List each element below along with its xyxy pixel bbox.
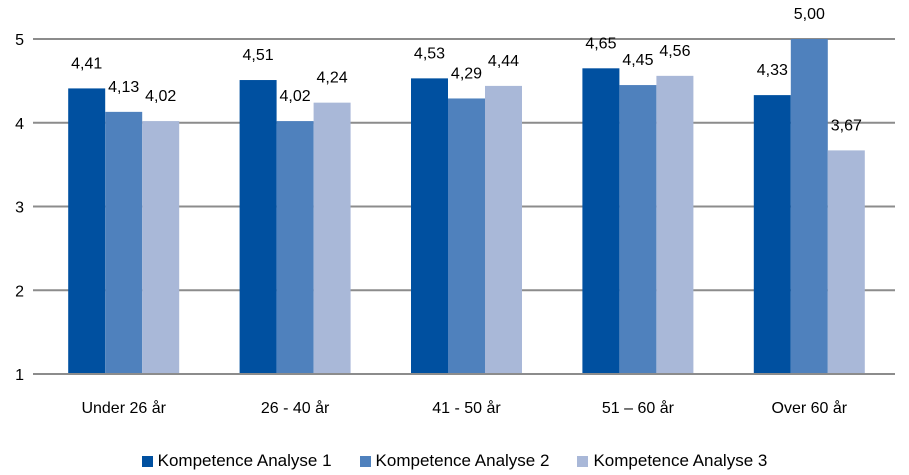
x-category-label: Over 60 år — [772, 399, 848, 417]
bar — [411, 78, 448, 375]
bar — [313, 102, 351, 375]
data-label: 5,00 — [794, 6, 825, 23]
data-label: 4,65 — [585, 35, 616, 52]
x-axis-categories: Under 26 år 26 - 40 år 41 - 50 år 51 – 60 å… — [81, 399, 847, 417]
bar — [582, 68, 620, 374]
data-label: 4,29 — [451, 65, 482, 82]
bar — [656, 75, 694, 374]
legend-swatch-series-3 — [577, 455, 589, 467]
bar — [619, 85, 657, 374]
data-label: 3,67 — [831, 117, 862, 134]
y-tick-label: 1 — [15, 367, 24, 384]
data-label: 4,24 — [317, 70, 348, 87]
data-label: 4,51 — [243, 47, 274, 64]
data-label: 4,13 — [108, 79, 139, 96]
data-label: 4,02 — [145, 88, 176, 105]
bar — [239, 80, 277, 374]
bar — [790, 39, 828, 374]
bar — [276, 121, 314, 374]
y-tick-label: 3 — [15, 200, 24, 217]
legend-label-series-2: Kompetence Analyse 2 — [375, 451, 550, 470]
bar — [142, 121, 180, 374]
legend-item-series-2: Kompetence Analyse 2 — [359, 451, 550, 471]
y-axis-ticks: 1 2 3 4 5 — [15, 32, 24, 384]
legend-label-series-3: Kompetence Analyse 3 — [593, 451, 768, 470]
legend-item-series-1: Kompetence Analyse 1 — [141, 451, 332, 471]
legend-swatch-series-2 — [359, 455, 371, 467]
data-label: 4,53 — [414, 45, 445, 62]
bar — [827, 150, 865, 374]
x-category-label: Under 26 år — [81, 399, 166, 417]
data-label: 4,56 — [659, 43, 690, 60]
legend-label-series-1: Kompetence Analyse 1 — [157, 451, 332, 470]
x-category-label: 41 - 50 år — [432, 399, 501, 417]
bar — [105, 111, 143, 375]
y-tick-label: 4 — [15, 116, 24, 133]
data-label: 4,44 — [488, 53, 519, 70]
bars — [68, 39, 865, 375]
legend-item-series-3: Kompetence Analyse 3 — [577, 451, 767, 471]
bar — [485, 85, 522, 375]
y-tick-label: 5 — [15, 32, 24, 49]
data-label: 4,41 — [71, 55, 102, 72]
data-label: 4,45 — [622, 52, 653, 69]
x-category-label: 26 - 40 år — [261, 399, 330, 417]
bar — [68, 88, 106, 374]
data-label: 4,33 — [757, 62, 788, 79]
data-labels: 4,41 4,13 4,02 4,51 4,02 4,24 4,53 4,29 4,44 4,65… — [71, 6, 862, 134]
y-tick-label: 2 — [15, 283, 24, 300]
bar — [753, 95, 791, 375]
data-label: 4,02 — [280, 88, 311, 105]
legend: Kompetence Analyse 1 Kompetence Analyse … — [0, 451, 909, 471]
legend-swatch-series-1 — [141, 455, 153, 467]
x-category-label: 51 – 60 år — [602, 399, 675, 417]
bar — [448, 98, 485, 375]
